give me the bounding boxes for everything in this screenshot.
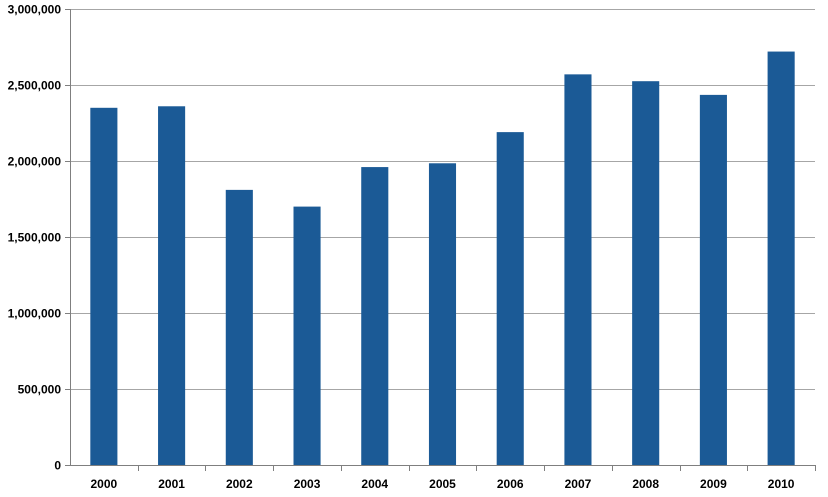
- y-tick-label: 500,000: [18, 383, 62, 397]
- bar-2005: [428, 163, 457, 465]
- bar-2008: [632, 81, 660, 465]
- bar-2006: [496, 132, 524, 465]
- y-tick-label: 3,000,000: [8, 3, 62, 17]
- y-tick-label: 2,000,000: [8, 155, 62, 169]
- x-tick-label: 2002: [226, 477, 253, 491]
- x-tick-label: 2005: [429, 477, 456, 491]
- y-tick-label: 0: [54, 459, 61, 473]
- bar-2010: [767, 51, 795, 466]
- y-tick-labels: 0 500,000 1,000,000 1,500,000 2,000,000 2,500…: [8, 3, 62, 473]
- x-tick-label: 2004: [361, 477, 388, 491]
- x-tick-label: 2010: [768, 477, 795, 491]
- x-tick-label: 2007: [565, 477, 592, 491]
- bars: [90, 51, 795, 466]
- x-tick-label: 2001: [158, 477, 185, 491]
- bar-2002: [225, 189, 253, 465]
- x-tick-labels: 2000 2001 2002 2003 2004 2005 2006 2007 2008 2009…: [91, 477, 795, 491]
- y-tick-label: 1,500,000: [8, 231, 62, 245]
- bar-2007: [564, 74, 592, 466]
- x-tick-label: 2000: [91, 477, 118, 491]
- x-tick-label: 2003: [294, 477, 321, 491]
- bar-2003: [293, 206, 321, 465]
- x-tick-label: 2008: [632, 477, 659, 491]
- bar-2004: [361, 167, 389, 465]
- bar-2000: [90, 107, 118, 466]
- y-tick-label: 1,000,000: [8, 307, 62, 321]
- bar-2001: [158, 106, 186, 465]
- axes: [65, 9, 816, 471]
- x-tick-label: 2006: [497, 477, 524, 491]
- bar-2009: [699, 94, 727, 465]
- x-tick-label: 2009: [700, 477, 727, 491]
- y-tick-label: 2,500,000: [8, 79, 62, 93]
